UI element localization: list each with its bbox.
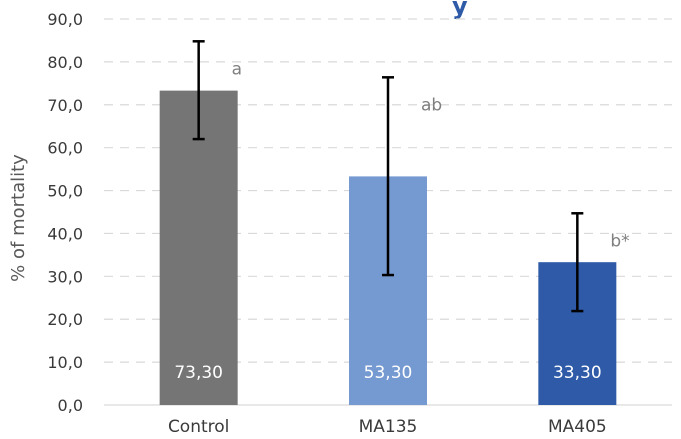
- y-tick-label: 70,0: [47, 96, 83, 115]
- x-axis: Control MA135 MA405: [168, 417, 607, 437]
- y-tick-label: 30,0: [47, 267, 83, 286]
- y-tick-label: 50,0: [47, 182, 83, 201]
- significance-label: b*: [610, 231, 629, 251]
- y-tick-label: 60,0: [47, 139, 83, 158]
- y-axis-label: % of mortality: [8, 154, 29, 282]
- y-tick-label: 20,0: [47, 310, 83, 329]
- bar-control: [159, 90, 238, 405]
- x-category-label: MA405: [548, 417, 607, 437]
- y-tick-label: 40,0: [47, 224, 83, 243]
- chart-title-fragment: y: [452, 0, 468, 20]
- x-category-label: Control: [168, 417, 229, 437]
- significance-label: a: [232, 59, 242, 79]
- significance-label: ab: [421, 95, 442, 115]
- bar-value-label: 53,30: [364, 363, 413, 383]
- y-tick-label: 0,0: [58, 396, 83, 415]
- bars: 73,30 a 53,30 ab 33,30 b*: [159, 40, 630, 405]
- y-tick-label: 10,0: [47, 353, 83, 372]
- y-tick-label: 80,0: [47, 53, 83, 72]
- y-tick-label: 90,0: [47, 10, 83, 29]
- x-category-label: MA135: [359, 417, 418, 437]
- bar-value-label: 33,30: [553, 363, 602, 383]
- bar-value-label: 73,30: [174, 363, 223, 383]
- y-axis: 0,0 10,0 20,0 30,0 40,0 50,0 60,0 70,0 80,0 90,0: [47, 10, 83, 415]
